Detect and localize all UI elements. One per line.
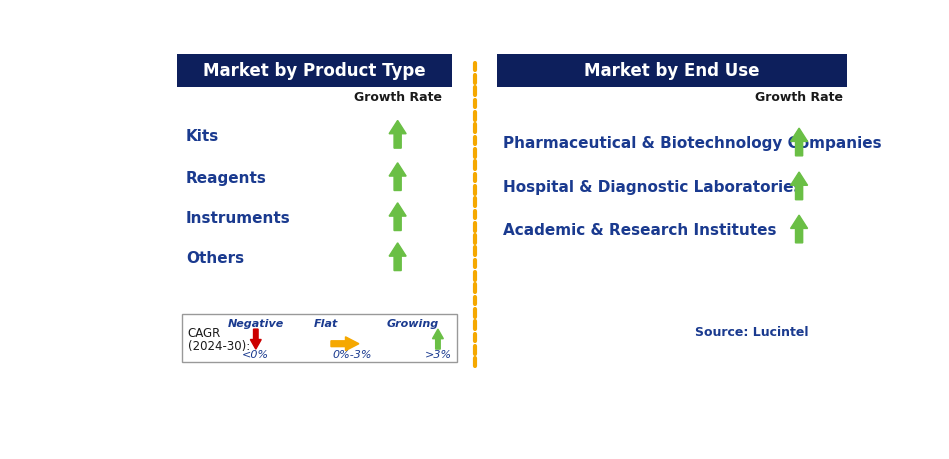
Text: Market by Product Type: Market by Product Type (203, 62, 425, 80)
Text: Growing: Growing (386, 318, 438, 328)
Text: Growth Rate: Growth Rate (755, 91, 843, 104)
Text: Others: Others (186, 251, 244, 265)
Text: Reagents: Reagents (186, 171, 267, 185)
FancyBboxPatch shape (177, 55, 452, 87)
Text: CAGR: CAGR (188, 327, 221, 340)
FancyArrow shape (389, 243, 406, 271)
Text: (2024-30):: (2024-30): (188, 339, 250, 352)
Text: Pharmaceutical & Biotechnology Companies: Pharmaceutical & Biotechnology Companies (503, 136, 882, 151)
Text: Source: Lucintel: Source: Lucintel (695, 325, 809, 338)
Text: Market by End Use: Market by End Use (585, 62, 760, 80)
Text: Academic & Research Institutes: Academic & Research Institutes (503, 223, 776, 238)
FancyArrow shape (791, 129, 808, 157)
FancyArrow shape (331, 337, 359, 351)
Text: Growth Rate: Growth Rate (354, 91, 441, 104)
FancyArrow shape (251, 330, 261, 349)
Text: 0%-3%: 0%-3% (333, 349, 372, 359)
FancyBboxPatch shape (182, 315, 457, 363)
Text: Hospital & Diagnostic Laboratories: Hospital & Diagnostic Laboratories (503, 180, 803, 195)
FancyArrow shape (791, 216, 808, 243)
Text: Kits: Kits (186, 128, 219, 143)
Text: Flat: Flat (313, 318, 338, 328)
Text: >3%: >3% (424, 349, 452, 359)
Text: Instruments: Instruments (186, 211, 290, 225)
FancyArrow shape (389, 203, 406, 231)
FancyBboxPatch shape (497, 55, 847, 87)
FancyArrow shape (433, 330, 443, 349)
FancyArrow shape (791, 173, 808, 200)
FancyArrow shape (389, 163, 406, 191)
Text: <0%: <0% (242, 349, 270, 359)
FancyArrow shape (389, 121, 406, 149)
Text: Negative: Negative (228, 318, 284, 328)
